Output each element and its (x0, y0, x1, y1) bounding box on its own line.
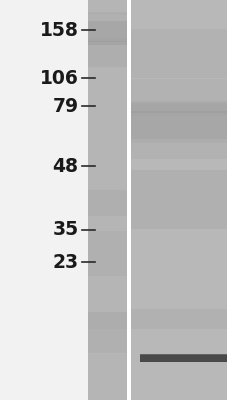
Bar (131, 0, 227, 400)
Text: 79: 79 (52, 96, 78, 116)
Bar (140, 354, 226, 355)
Bar (131, 170, 227, 229)
Bar (87, 312, 126, 352)
Bar (140, 354, 226, 362)
Text: 106: 106 (39, 68, 78, 88)
Bar (131, 101, 227, 159)
Bar (87, 21, 126, 45)
Bar (87, 330, 126, 354)
Text: 35: 35 (52, 220, 78, 240)
Bar (0, 0, 87, 400)
Bar (87, 14, 126, 38)
Bar (131, 309, 227, 329)
Text: 23: 23 (52, 252, 78, 272)
Bar (131, 28, 227, 78)
Text: 158: 158 (39, 20, 78, 40)
Bar (87, 190, 126, 216)
Bar (87, 231, 126, 276)
Bar (131, 102, 227, 139)
Bar (87, 41, 126, 67)
Bar (131, 111, 227, 143)
Bar (126, 0, 131, 400)
Bar (87, 0, 126, 400)
Text: 48: 48 (52, 156, 78, 176)
Bar (131, 79, 227, 113)
Bar (131, 116, 227, 144)
Bar (87, 12, 126, 42)
